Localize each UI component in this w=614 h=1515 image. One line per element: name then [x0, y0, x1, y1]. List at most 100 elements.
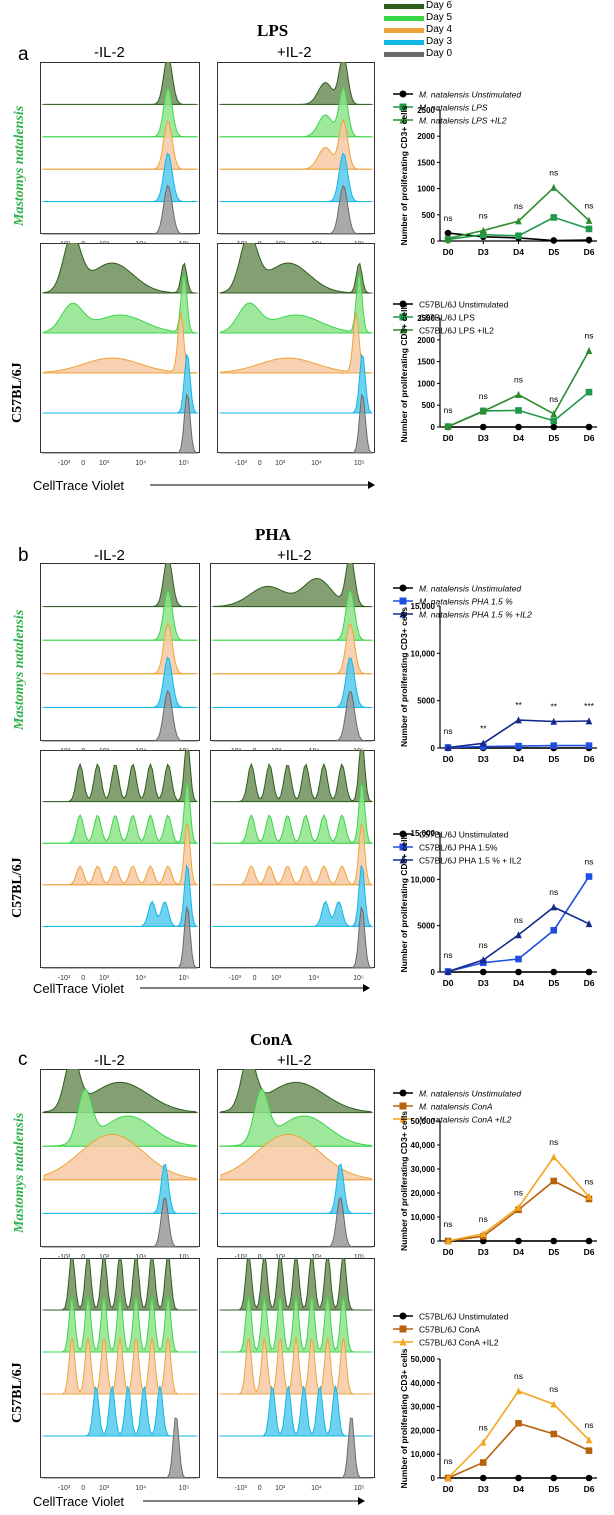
- significance-annotation: ns: [444, 1219, 453, 1229]
- panel-letter-c: c: [18, 1049, 28, 1070]
- col-head-plus-il2-a: +IL-2: [277, 44, 312, 61]
- histogram-trace: [44, 1295, 196, 1353]
- histogram-trace: [221, 1337, 371, 1395]
- flow-axis-tick: 10³: [99, 1485, 110, 1492]
- xaxis-arrow-b: [140, 984, 370, 992]
- series-legend-label: M. natalensis Unstimulated: [419, 584, 521, 594]
- proliferation-chart-5: C57BL/6J Unstimulated C57BL/6J ConA C57BL/…: [393, 1312, 597, 1494]
- significance-annotation: ***: [584, 701, 595, 711]
- flow-axis-tick: 10⁴: [309, 975, 320, 982]
- xaxis-label-b: CellTrace Violet: [33, 981, 125, 996]
- data-point: [550, 1153, 558, 1161]
- legend-swatch-4: [384, 52, 424, 57]
- data-point: [550, 717, 558, 725]
- flow-axis-tick: -10³: [58, 1485, 71, 1492]
- y-tick-label: 2500: [417, 314, 435, 323]
- y-tick-label: 2000: [417, 336, 435, 345]
- flow-axis-tick: 0: [258, 1254, 262, 1261]
- significance-annotation: ns: [549, 1137, 558, 1147]
- significance-annotation: ns: [514, 1187, 523, 1197]
- series-line: [447, 1155, 590, 1242]
- y-tick-label: 15,000: [411, 829, 436, 838]
- significance-annotation: **: [515, 700, 522, 710]
- x-tick-label: D5: [548, 754, 559, 764]
- data-point: [585, 1447, 593, 1454]
- significance-annotation: ns: [444, 213, 453, 223]
- x-tick-label: D4: [513, 433, 524, 443]
- col-head-plus-il2-c: +IL-2: [277, 1052, 312, 1069]
- flow-axis-tick: 10⁵: [353, 975, 364, 982]
- data-point: [444, 967, 452, 975]
- data-point: [479, 231, 487, 239]
- data-point: [550, 183, 558, 191]
- y-tick-label: 0: [431, 237, 436, 246]
- flow-axis-tick: 10⁴: [311, 1254, 322, 1261]
- data-point: [444, 743, 452, 751]
- y-axis-label: Number of proliferating CD3+ cells: [399, 1348, 409, 1488]
- histogram-trace: [214, 782, 372, 844]
- significance-annotation: **: [480, 723, 487, 733]
- row-label-mastomys-a: Mastomys natalensis: [12, 105, 27, 226]
- significance-annotation: ns: [585, 1177, 594, 1187]
- y-tick-label: 10,000: [411, 1450, 436, 1459]
- flow-axis-tick: 10⁴: [135, 975, 146, 982]
- x-tick-label: D3: [478, 754, 489, 764]
- significance-annotation: ns: [479, 940, 488, 950]
- y-tick-label: 1500: [417, 358, 435, 367]
- significance-annotation: ns: [479, 391, 488, 401]
- series-legend-label: M. natalensis ConA +IL2: [419, 1115, 512, 1125]
- data-point: [550, 927, 558, 934]
- data-point: [515, 742, 522, 750]
- y-tick-label: 50,000: [411, 1117, 436, 1126]
- data-point: [515, 955, 522, 963]
- x-tick-label: D0: [443, 1484, 454, 1494]
- legend-swatch-3: [384, 40, 424, 45]
- flow-axis-tick: 0: [258, 1485, 262, 1492]
- significance-annotation: ns: [514, 375, 523, 385]
- series-legend-label: C57BL/6J PHA 1.5 % + IL2: [419, 856, 522, 866]
- significance-annotation: ns: [549, 887, 558, 897]
- data-point: [585, 225, 593, 233]
- flow-axis-tick: 10³: [99, 460, 110, 467]
- series-legend-label: C57BL/6J Unstimulated: [419, 300, 509, 310]
- data-point: [585, 1192, 593, 1200]
- series-legend-label: C57BL/6J PHA 1.5%: [419, 843, 498, 853]
- data-point: [585, 1436, 593, 1444]
- legend-label-1: Day 5: [426, 12, 453, 23]
- flow-axis-tick: 10⁴: [135, 460, 146, 467]
- y-axis-label: Number of proliferating CD3+ cells: [399, 832, 409, 972]
- col-head-minus-il2-a: -IL-2: [94, 44, 125, 61]
- data-point: [515, 968, 522, 976]
- data-point: [550, 968, 558, 976]
- flow-axis-tick: 10⁴: [135, 1485, 146, 1492]
- histogram-trace: [220, 273, 372, 334]
- row-label-c57-a: C57BL/6J: [10, 362, 25, 423]
- legend-label-0: Day 6: [426, 0, 453, 11]
- series-legend-label: C57BL/6J LPS +IL2: [419, 326, 494, 336]
- x-tick-label: D5: [548, 433, 559, 443]
- y-tick-label: 50,000: [411, 1355, 436, 1364]
- histogram-trace: [43, 273, 197, 334]
- y-tick-label: 1500: [417, 158, 435, 167]
- significance-annotation: ns: [444, 726, 453, 736]
- x-tick-label: D5: [548, 978, 559, 988]
- data-point: [585, 346, 593, 354]
- data-point: [515, 1419, 522, 1427]
- section-title-lps: LPS: [257, 21, 289, 40]
- y-tick-label: 40,000: [411, 1379, 436, 1388]
- data-point: [479, 1230, 487, 1238]
- series-legend-label: C57BL/6J ConA: [419, 1325, 480, 1335]
- significance-annotation: ns: [479, 1422, 488, 1432]
- histogram-trace: [221, 1258, 371, 1311]
- section-title-cona: ConA: [250, 1030, 293, 1049]
- data-point: [550, 903, 558, 911]
- y-tick-label: 5000: [417, 697, 435, 706]
- flow-axis-tick: 0: [258, 460, 262, 467]
- proliferation-chart-3: C57BL/6J Unstimulated C57BL/6J PHA 1.5% C5…: [393, 829, 597, 988]
